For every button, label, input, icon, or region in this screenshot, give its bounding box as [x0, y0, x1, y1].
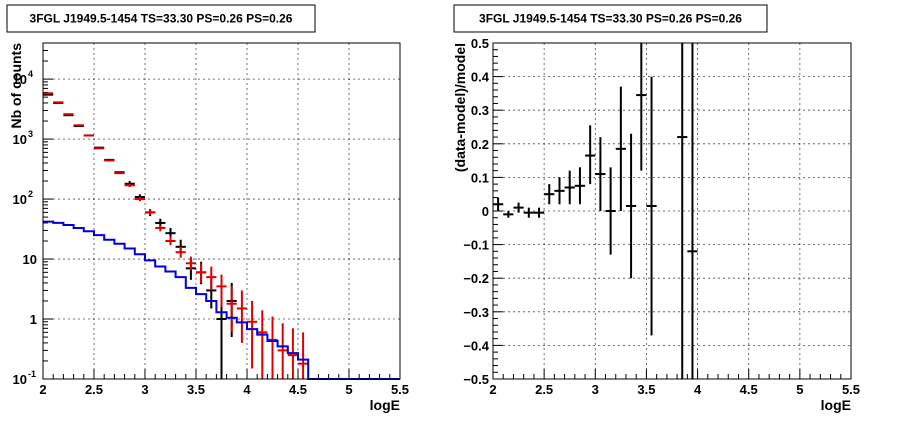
x-tick-label: 2 [39, 382, 46, 397]
chart-title: 3FGL J1949.5-1454 TS=33.30 PS=0.26 PS=0.… [30, 12, 293, 26]
y-tick-label: 0.4 [471, 70, 490, 85]
plot-frame [42, 42, 401, 380]
y-tick-label: 10 [23, 252, 37, 267]
x-tick-label: 3.5 [187, 382, 205, 397]
y-tick-exponent: 2 [28, 189, 33, 199]
series-2 [43, 220, 400, 380]
y-tick-label: −0.3 [463, 305, 489, 320]
x-tick-label: 3 [141, 382, 148, 397]
y-tick-label: 10 [13, 72, 27, 87]
x-tick-label: 5.5 [391, 382, 409, 397]
title-box [6, 4, 316, 33]
y-tick-exponent: -1 [28, 369, 36, 379]
x-tick-label: 3 [592, 382, 599, 397]
x-tick-label: 2 [489, 382, 496, 397]
y-tick-label: −0.5 [463, 372, 489, 387]
y-tick-label: −0.1 [463, 238, 489, 253]
plot-frame [492, 42, 852, 380]
panel-residuals: 3FGL J1949.5-1454 TS=33.30 PS=0.26 PS=0.… [452, 4, 860, 413]
y-axis-title: Nb of counts [8, 43, 24, 129]
y-tick-label: 10 [13, 372, 27, 387]
x-tick-label: 4 [694, 382, 702, 397]
series-0 [43, 93, 237, 379]
x-tick-label: 4 [243, 382, 251, 397]
y-axis-title: (data-model)/model [452, 43, 468, 172]
series-0 [493, 43, 698, 379]
y-tick-exponent: 4 [28, 69, 33, 79]
chart-title: 3FGL J1949.5-1454 TS=33.30 PS=0.26 PS=0.… [479, 12, 742, 26]
x-tick-label: 2.5 [535, 382, 553, 397]
y-tick-label: 0.2 [471, 137, 489, 152]
x-tick-label: 3.5 [637, 382, 655, 397]
x-axis-title: logE [821, 397, 851, 413]
y-tick-label: 1 [30, 312, 37, 327]
y-tick-exponent: 3 [28, 129, 33, 139]
y-tick-label: 0 [482, 204, 489, 219]
y-tick-label: −0.4 [463, 338, 489, 353]
x-tick-label: 5.5 [842, 382, 860, 397]
y-tick-label: −0.2 [463, 271, 489, 286]
y-tick-label: 0.3 [471, 103, 489, 118]
y-tick-label: 0.1 [471, 170, 489, 185]
x-tick-label: 4.5 [289, 382, 307, 397]
series-1 [43, 92, 309, 379]
x-tick-label: 4.5 [740, 382, 758, 397]
model-step-line [43, 220, 400, 380]
x-tick-label: 2.5 [85, 382, 103, 397]
x-tick-label: 5 [345, 382, 352, 397]
title-box [453, 4, 768, 33]
y-tick-label: 10 [13, 192, 27, 207]
x-axis-title: logE [370, 397, 400, 413]
panel-counts: 3FGL J1949.5-1454 TS=33.30 PS=0.26 PS=0.… [6, 4, 409, 413]
y-tick-label: 10 [13, 132, 27, 147]
x-tick-label: 5 [796, 382, 803, 397]
y-tick-label: 0.5 [471, 36, 489, 51]
